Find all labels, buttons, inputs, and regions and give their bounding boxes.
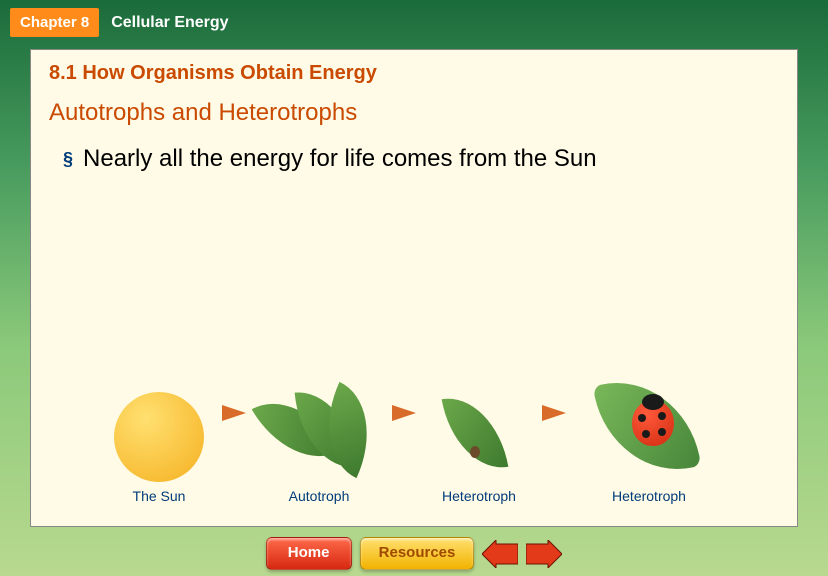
- diagram-heterotroph-ladybug: Heterotroph: [584, 372, 714, 504]
- bullet-marker: §: [63, 149, 73, 170]
- chapter-title: Cellular Energy: [111, 14, 228, 32]
- diagram-label-autotroph: Autotroph: [289, 488, 350, 504]
- content-panel: 8.1 How Organisms Obtain Energy Autotrop…: [30, 49, 798, 527]
- chapter-badge: Chapter 8: [10, 8, 99, 37]
- sun-icon: [114, 392, 204, 482]
- arrow-icon: [222, 405, 246, 421]
- diagram-autotroph: Autotroph: [264, 382, 374, 504]
- footer-nav: Home Resources: [0, 537, 828, 570]
- section-title: 8.1 How Organisms Obtain Energy: [49, 62, 779, 85]
- leaf-bug-icon: [434, 382, 524, 482]
- arrow-icon: [542, 405, 566, 421]
- arrow-left-icon: [482, 540, 518, 568]
- energy-flow-diagram: The Sun Autotroph Heterotroph Heterotrop…: [31, 372, 797, 504]
- bullet-item: § Nearly all the energy for life comes f…: [49, 143, 779, 174]
- next-button[interactable]: [526, 539, 562, 569]
- header-bar: Chapter 8 Cellular Energy: [0, 0, 828, 45]
- home-button[interactable]: Home: [266, 537, 352, 570]
- leaf-ladybug-icon: [584, 372, 714, 482]
- arrow-icon: [392, 405, 416, 421]
- arrow-right-icon: [526, 540, 562, 568]
- diagram-label-hetero2: Heterotroph: [612, 488, 686, 504]
- bullet-text: Nearly all the energy for life comes fro…: [83, 143, 597, 174]
- prev-button[interactable]: [482, 539, 518, 569]
- resources-button[interactable]: Resources: [360, 537, 475, 570]
- diagram-label-hetero1: Heterotroph: [442, 488, 516, 504]
- leaf-cluster-icon: [264, 382, 374, 482]
- diagram-sun: The Sun: [114, 392, 204, 504]
- subtitle: Autotrophs and Heterotrophs: [49, 99, 779, 127]
- diagram-heterotroph-small: Heterotroph: [434, 382, 524, 504]
- diagram-label-sun: The Sun: [133, 488, 186, 504]
